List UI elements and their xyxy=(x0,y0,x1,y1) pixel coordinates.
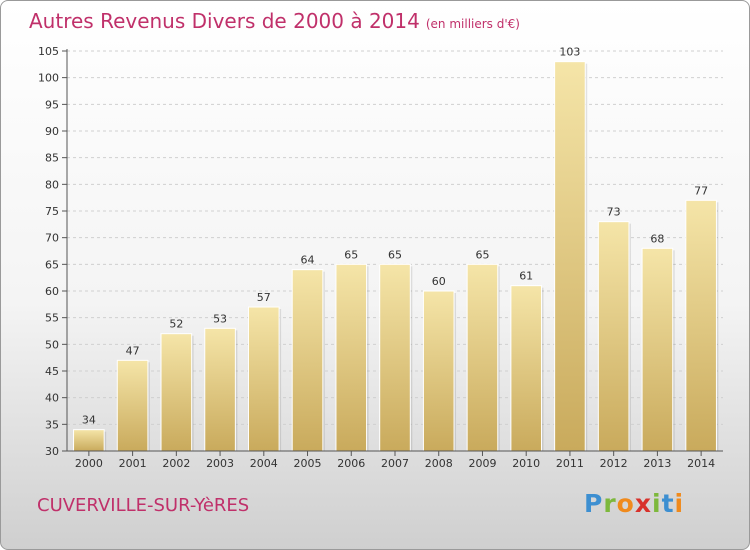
y-tick-label: 40 xyxy=(45,392,59,405)
bar-value-label: 77 xyxy=(694,184,708,197)
bar xyxy=(422,290,455,452)
y-tick-label: 75 xyxy=(45,205,59,218)
y-tick-label: 65 xyxy=(45,258,59,271)
bar xyxy=(510,285,543,452)
bar-value-label: 103 xyxy=(559,46,580,59)
bar-value-label: 53 xyxy=(213,312,227,325)
y-tick-label: 90 xyxy=(45,125,59,138)
bar xyxy=(247,306,280,452)
x-tick-label: 2001 xyxy=(119,457,147,470)
bar-value-label: 61 xyxy=(519,270,533,283)
bar xyxy=(466,263,499,452)
x-tick-label: 2013 xyxy=(643,457,671,470)
bar-value-label: 65 xyxy=(475,248,489,261)
bar xyxy=(335,263,368,452)
x-tick-label: 2006 xyxy=(337,457,365,470)
y-tick-label: 50 xyxy=(45,338,59,351)
bar xyxy=(379,263,411,452)
x-tick-label: 2003 xyxy=(206,457,234,470)
bar-value-label: 64 xyxy=(301,254,315,267)
y-tick-label: 95 xyxy=(45,98,59,111)
x-tick-label: 2010 xyxy=(512,457,540,470)
y-tick-label: 100 xyxy=(38,72,59,85)
y-tick-label: 80 xyxy=(45,178,59,191)
bars: 34 47 52 53 57 64 65 65 60 65 61 103 73 68 77 xyxy=(73,46,719,452)
y-tick-label: 55 xyxy=(45,312,59,325)
y-tick-label: 45 xyxy=(45,365,59,378)
y-tick-label: 35 xyxy=(45,418,59,431)
bar-value-label: 52 xyxy=(169,318,183,331)
y-tick-label: 105 xyxy=(38,45,59,58)
x-tick-label: 2008 xyxy=(425,457,453,470)
x-tick-label: 2009 xyxy=(468,457,496,470)
bar xyxy=(685,199,717,452)
x-tick-label: 2007 xyxy=(381,457,409,470)
x-tick-label: 2005 xyxy=(294,457,322,470)
chart-title: Autres Revenus Divers de 2000 à 2014 (en … xyxy=(29,9,520,33)
y-tick-label: 30 xyxy=(45,445,59,458)
x-tick-label: 2004 xyxy=(250,457,278,470)
bar xyxy=(116,359,149,452)
proxiti-logo: Proxiti xyxy=(584,489,685,518)
bar-value-label: 34 xyxy=(82,414,96,427)
x-tick-label: 2011 xyxy=(556,457,584,470)
chart-title-text: Autres Revenus Divers de 2000 à 2014 xyxy=(29,9,420,33)
bar xyxy=(291,269,324,452)
bar xyxy=(554,61,586,452)
bar-value-label: 65 xyxy=(388,248,402,261)
y-tick-label: 70 xyxy=(45,232,59,245)
bar xyxy=(641,247,674,452)
x-tick-label: 2002 xyxy=(162,457,190,470)
y-tick-label: 60 xyxy=(45,285,59,298)
bar xyxy=(73,429,105,452)
bar xyxy=(597,221,630,452)
axes: 30 35 40 45 50 55 60 65 70 75 80 85 90 95 100 105 2000 20… xyxy=(38,45,723,470)
place-name: CUVERVILLE-SUR-YèRES xyxy=(37,495,250,516)
x-tick-label: 2012 xyxy=(600,457,628,470)
bar xyxy=(204,327,236,452)
y-tick-label: 85 xyxy=(45,152,59,165)
x-tick-label: 2000 xyxy=(75,457,103,470)
x-tick-label: 2014 xyxy=(687,457,715,470)
bar-value-label: 47 xyxy=(126,344,140,357)
bar-value-label: 73 xyxy=(607,206,621,219)
bar-value-label: 68 xyxy=(650,232,664,245)
bar-value-label: 57 xyxy=(257,291,271,304)
bar-value-label: 65 xyxy=(344,248,358,261)
chart-subtitle: (en milliers d'€) xyxy=(425,17,520,31)
bar xyxy=(160,333,193,452)
bar-value-label: 60 xyxy=(432,275,446,288)
